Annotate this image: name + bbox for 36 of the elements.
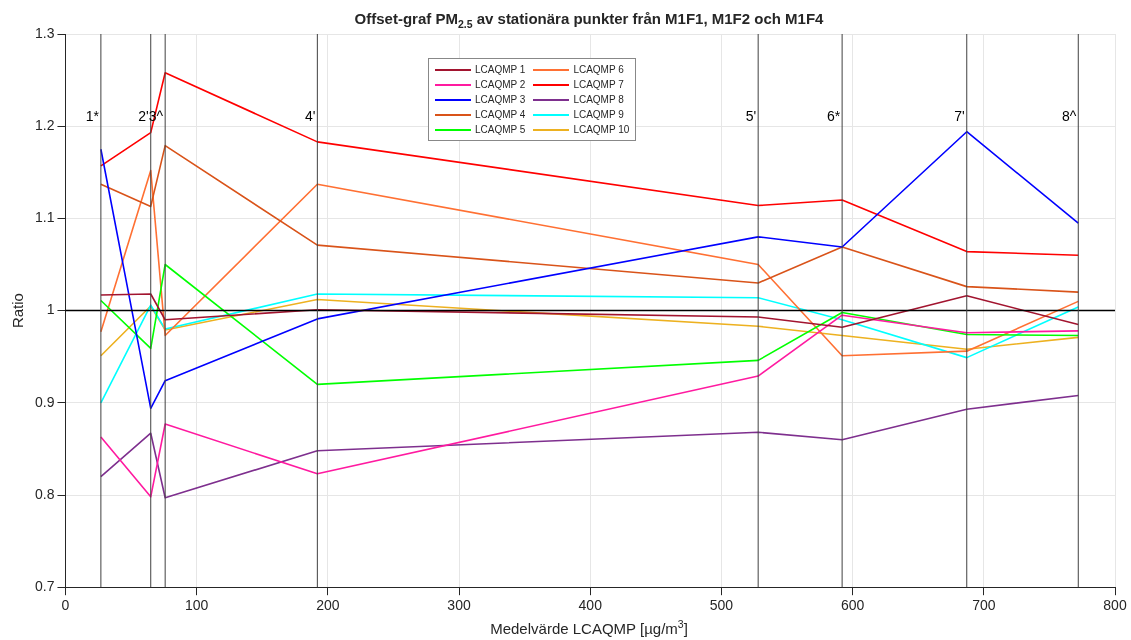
annotation: 1* bbox=[85, 107, 100, 124]
x-axis-title: Medelvärde LCAQMP [µg/m$^{3}$] bbox=[489, 618, 689, 637]
y-tick-label: 1.2 bbox=[34, 117, 55, 134]
x-tick-label: 700 bbox=[972, 597, 996, 614]
chart-title: Offset-graf PM$_{2.5}$ av stationära punkter från M1F1, M1F2 och M1F4 bbox=[353, 10, 825, 30]
y-tick-label: 0.7 bbox=[34, 578, 55, 595]
x-tick-label: 800 bbox=[1103, 597, 1127, 614]
annotation: 8^ bbox=[1061, 107, 1077, 124]
legend-label: LCAQMP 6 bbox=[572, 63, 625, 77]
legend-label: LCAQMP 7 bbox=[572, 78, 625, 92]
y-tick-label: 0.9 bbox=[34, 393, 55, 410]
y-tick-label: 1 bbox=[46, 301, 55, 318]
x-tick-label: 200 bbox=[316, 597, 340, 614]
legend-label: LCAQMP 8 bbox=[572, 93, 625, 107]
annotation: 6* bbox=[826, 107, 841, 124]
annotation: 7' bbox=[954, 107, 965, 124]
legend-label: LCAQMP 1 bbox=[474, 63, 526, 77]
legend-label: LCAQMP 2 bbox=[474, 78, 526, 92]
y-tick-label: 1.3 bbox=[34, 24, 55, 41]
x-tick-label: 400 bbox=[578, 597, 603, 614]
y-tick-label: 0.8 bbox=[34, 485, 55, 502]
y-axis-title: Ratio bbox=[9, 293, 27, 329]
annotation: 4' bbox=[304, 107, 316, 124]
annotation: 2' bbox=[138, 107, 149, 124]
y-tick-label: 1.1 bbox=[34, 209, 55, 226]
legend-label: LCAQMP 3 bbox=[474, 93, 526, 107]
x-tick-label: 0 bbox=[61, 597, 70, 614]
x-tick-label: 300 bbox=[447, 597, 471, 614]
x-tick-label: 600 bbox=[840, 597, 865, 614]
annotation: 5' bbox=[745, 107, 757, 124]
legend-label: LCAQMP 10 bbox=[572, 123, 630, 137]
x-tick-label: 100 bbox=[184, 597, 209, 614]
legend-label: LCAQMP 9 bbox=[572, 108, 625, 122]
legend-label: LCAQMP 4 bbox=[474, 108, 526, 122]
legend-label: LCAQMP 5 bbox=[474, 123, 526, 137]
x-tick-label: 500 bbox=[709, 597, 734, 614]
